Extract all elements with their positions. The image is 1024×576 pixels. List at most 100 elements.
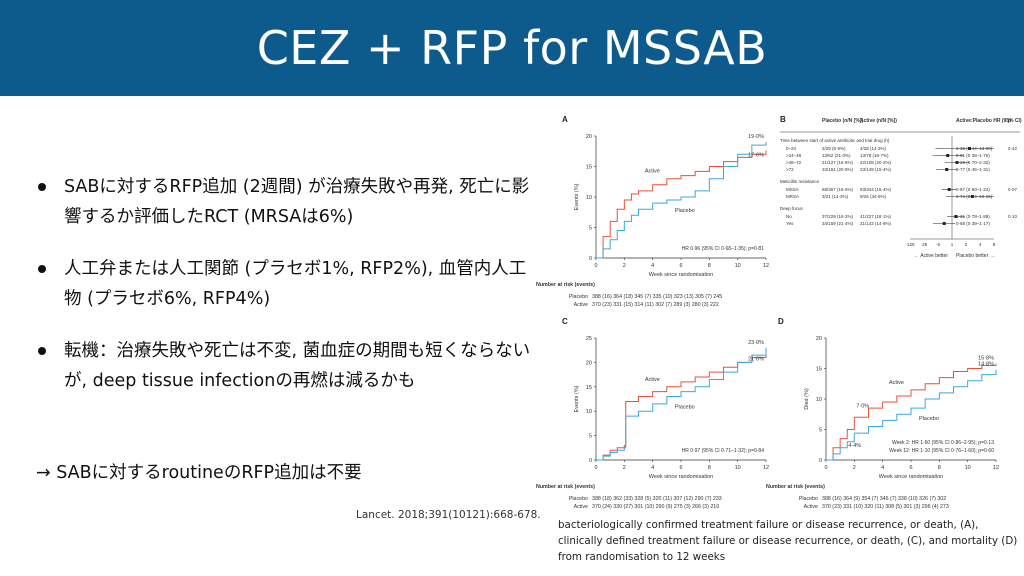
forest-hr-text: 1·28 (0·70–2·32) — [956, 160, 990, 165]
hr-annotation: HR 0·96 (95% CI 0·68–1·35); p=0·81 — [682, 246, 765, 252]
forest-active-value: 4/28 (14·3%) — [860, 146, 887, 151]
bullet-dot-icon — [38, 347, 46, 355]
at-risk-group-label: Active — [574, 504, 588, 510]
panel-letter: A — [562, 115, 568, 124]
series-name-label: Active — [645, 169, 660, 175]
y-tick-label: 5 — [589, 226, 592, 232]
x-tick-label: 4 — [881, 465, 884, 471]
y-tick-label: 0 — [819, 458, 822, 464]
forest-row-label: >72 — [786, 167, 794, 172]
forest-hr-marker — [946, 154, 950, 157]
forest-hr-marker — [947, 188, 951, 191]
forest-hr-marker — [968, 147, 972, 150]
at-risk-group-label: Placebo — [569, 496, 588, 502]
forest-active-value: 9/26 (34·6%) — [860, 194, 887, 199]
forest-placebo-value: 21/127 (16·5%) — [822, 160, 854, 165]
bullet-list: SABに対するRFP追加 (2週間) が治療失敗や再発, 死亡に影響するか評価し… — [38, 172, 538, 418]
at-risk-values: 388 (16) 364 (9) 354 (7) 346 (7) 338 (10… — [822, 496, 946, 502]
x-tick-label: 6 — [909, 465, 912, 471]
bullet-item: 転機：治療失敗や死亡は不変, 菌血症の期間も短くならないが, deep tiss… — [38, 336, 538, 396]
week2-value-label: 4·4% — [848, 443, 861, 449]
forest-hr-marker — [945, 168, 949, 171]
forest-hr-text: 0·87 (0·60–1·24) — [956, 187, 990, 192]
forest-placebo-value: 34/159 (21·4%) — [822, 221, 854, 226]
slide-title: CEZ + RFP for MSSAB — [256, 21, 768, 75]
forest-group-title: Deep focus — [780, 206, 804, 211]
x-tick-label: 2 — [623, 465, 626, 471]
figure-caption: bacteriologically confirmed treatment fa… — [558, 519, 1018, 563]
forest-active-value: 13/78 (16·7%) — [860, 153, 889, 158]
forest-group-title: Meticillin resistance — [780, 179, 820, 184]
y-axis-label: Died (%) — [804, 388, 810, 410]
bullet-dot-icon — [38, 183, 46, 191]
forest-hr-marker — [942, 222, 946, 225]
conclusion-text: → SABに対するroutineのRFP追加は不要 — [36, 463, 362, 483]
forest-hr-text: 0·68 (0·39–1·17) — [956, 221, 990, 226]
forest-x-tick-label: 4 — [979, 242, 982, 247]
x-tick-label: 4 — [651, 465, 654, 471]
x-tick-label: 12 — [993, 465, 999, 471]
series-name-label: Placebo — [675, 208, 695, 214]
series-line-placebo — [596, 347, 767, 461]
x-axis-label: Week since randomisation — [649, 272, 713, 278]
x-tick-label: 10 — [735, 263, 741, 269]
forest-hr-marker — [954, 215, 958, 218]
y-tick-label: 15 — [586, 165, 592, 171]
at-risk-group-label: Active — [804, 504, 818, 510]
forest-row-label: MRSA — [786, 194, 799, 199]
forest-row-label: MSSA — [786, 187, 799, 192]
forest-row-label: >48–72 — [786, 160, 802, 165]
at-risk-values: 388 (18) 362 (33) 328 (5) 320 (11) 307 (… — [592, 496, 722, 502]
forest-placebo-value: 68/367 (18·5%) — [822, 187, 854, 192]
forest-hr-text: 2·74 (0·74–10·15) — [956, 194, 993, 199]
hr-annotation: Week 12: HR 1·10 (95% CI 0·76–1·60); p=0… — [889, 448, 994, 454]
y-tick-label: 0 — [589, 458, 592, 464]
bullet-dot-icon — [38, 265, 46, 273]
x-tick-label: 6 — [679, 263, 682, 269]
forest-placebo-value: 33/161 (20·5%) — [822, 167, 854, 172]
y-tick-label: 0 — [589, 256, 592, 262]
y-tick-label: 20 — [586, 134, 592, 140]
forest-header: Placebo (n/N [%]) — [822, 118, 863, 124]
y-tick-label: 10 — [586, 195, 592, 201]
series-name-label: Active — [889, 380, 904, 386]
y-tick-label: 5 — [819, 428, 822, 434]
panel-letter: D — [778, 317, 784, 326]
bullet-text: 人工弁または人工関節 (プラセボ1%, RFP2%), 血管内人工物 (プラセボ… — [64, 259, 527, 309]
citation: Lancet. 2018;391(10121):668-678. — [356, 509, 541, 521]
forest-row-label: No — [786, 214, 792, 219]
forest-row-label: Yes — [786, 221, 794, 226]
x-tick-label: 8 — [708, 263, 711, 269]
forest-active-value: 22/109 (20·2%) — [860, 160, 892, 165]
bullet-text: 転機：治療失敗や死亡は不変, 菌血症の期間も短くならないが, deep tiss… — [64, 341, 531, 391]
x-tick-label: 4 — [651, 263, 654, 269]
forest-x-tick-label: 2 — [965, 242, 968, 247]
x-tick-label: 8 — [938, 465, 941, 471]
y-tick-label: 25 — [586, 336, 592, 342]
x-tick-label: 10 — [965, 465, 971, 471]
week2-value-label: 7·0% — [856, 403, 869, 409]
x-tick-label: 12 — [763, 465, 769, 471]
forest-hr-text: 0·81 (0·38–1·76) — [956, 153, 990, 158]
x-tick-label: 8 — [708, 465, 711, 471]
figure-panels: A 0 5 10 15 20 0 2 4 6 8 10 12 Events (%) Week since r… — [530, 106, 1024, 520]
y-axis-label: Events (%) — [574, 183, 580, 210]
y-axis-label: Events (%) — [574, 385, 580, 412]
x-tick-label: 2 — [853, 465, 856, 471]
forest-header: p — [1008, 118, 1011, 124]
forest-p-value: 0·07 — [1008, 187, 1018, 192]
end-value-label: 17·6% — [748, 153, 764, 159]
bullet-item: 人工弁または人工関節 (プラセボ1%, RFP2%), 血管内人工物 (プラセボ… — [38, 254, 538, 314]
forest-hr-text: 2·38 (0·44–13·00) — [956, 146, 993, 151]
hr-annotation: HR 0·97 (95% CI 0·71–1·32); p=0·84 — [682, 448, 765, 454]
forest-active-value: 23/149 (15·4%) — [860, 167, 892, 172]
y-tick-label: 5 — [589, 434, 592, 440]
forest-x-tick-label: ·125 — [905, 242, 915, 247]
forest-right-label: Placebo better → — [956, 253, 995, 259]
forest-row-label: >24–48 — [786, 153, 802, 158]
panel-letter: C — [562, 317, 568, 326]
forest-placebo-value: 13/62 (21·0%) — [822, 153, 851, 158]
series-line-placebo — [826, 369, 997, 461]
at-risk-title: Number at risk (events) — [536, 484, 595, 490]
